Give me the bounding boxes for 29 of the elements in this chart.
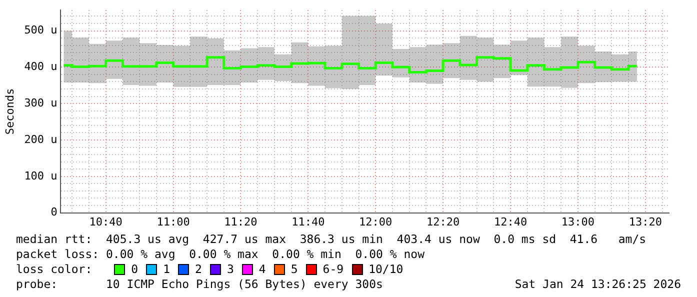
y-tick-label: 500 u: [24, 24, 58, 37]
x-tick-label: 11:20: [224, 215, 258, 228]
x-tick-label: 11:40: [292, 215, 325, 228]
y-tick-label: 400 u: [24, 60, 58, 74]
legend-label: 2: [195, 262, 202, 277]
x-tick-label: 12:00: [359, 215, 392, 228]
y-axis-title: Seconds: [3, 88, 16, 135]
x-tick-label: 10:40: [89, 215, 122, 228]
x-tick-label: 12:40: [494, 215, 528, 228]
legend-label: 5: [290, 262, 298, 277]
y-tick-label: 300 u: [24, 96, 58, 110]
legend-label: 3: [226, 262, 234, 277]
text: packet loss: 0.00 % avg 0.00 % max 0.00 % min 0.00 % now: [16, 247, 426, 262]
legend-title: loss color:: [16, 262, 92, 277]
text: Sat Jan 24 13:26:25 2026: [514, 277, 681, 292]
legend-label: 10/10: [368, 262, 404, 277]
legend-label: 6-9: [322, 262, 344, 277]
text: median rtt: 405.3 us avg 427.7 us max 386.3 us min 403.4 us now 0.0 ms sd 41.6 am/s: [16, 232, 648, 247]
text: probe: 10 ICMP Echo Pings (56 Bytes) every 300s: [16, 277, 383, 292]
x-tick-label: 13:20: [628, 215, 662, 228]
x-tick-label: 13:00: [561, 215, 595, 228]
legend-label: 0: [131, 262, 138, 277]
legend-label: 1: [163, 262, 170, 277]
legend-label: 4: [258, 262, 266, 277]
y-tick-label: 100 u: [24, 169, 58, 182]
x-tick-label: 12:20: [426, 215, 460, 228]
x-tick-label: 11:00: [156, 215, 190, 228]
y-tick-label: 200 u: [24, 132, 58, 146]
y-tick-label: 0: [50, 206, 58, 219]
